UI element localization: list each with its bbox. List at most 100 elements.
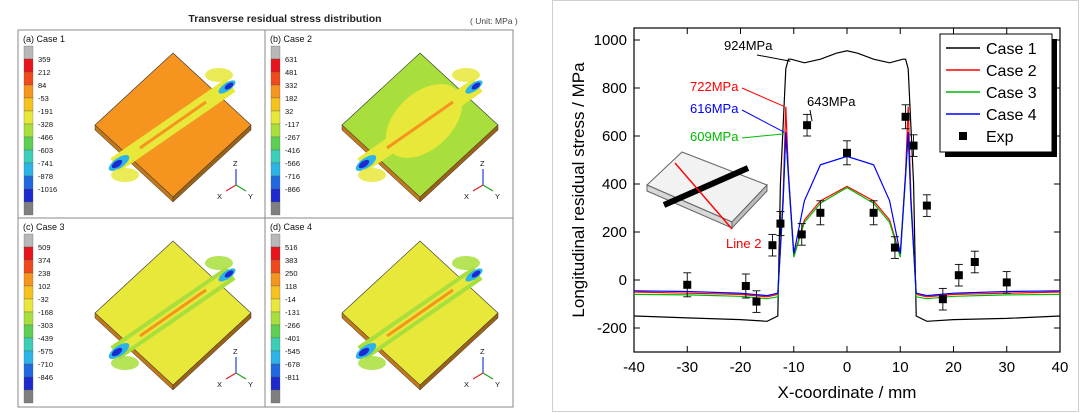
colorbar-swatch xyxy=(270,363,281,378)
weld-hot xyxy=(139,288,207,338)
stress-panel: (d) Case 4 516 383 250 118 -14 -131 -266 -401 -54… xyxy=(270,222,500,404)
colorbar-swatch xyxy=(270,337,281,352)
colorbar-tick: 118 xyxy=(285,282,297,291)
exp-point xyxy=(890,243,899,252)
y-tick-label: 400 xyxy=(602,176,627,193)
colorbar-tick: 383 xyxy=(285,256,298,265)
y-tick-label: 200 xyxy=(602,224,627,241)
exp-point xyxy=(741,282,750,290)
plate-side xyxy=(419,312,499,391)
colorbar-swatch xyxy=(270,350,281,365)
colorbar-swatch xyxy=(270,110,281,125)
legend-label: Case 4 xyxy=(986,107,1037,124)
colorbar-swatch xyxy=(270,58,281,73)
exp-point xyxy=(797,230,806,239)
colorbar-tick: -14 xyxy=(285,295,296,304)
side-lobe xyxy=(205,68,233,82)
annot-924: 924MPa xyxy=(724,38,773,53)
y-axis-label: Y xyxy=(495,192,500,201)
colorbar-tick: -191 xyxy=(38,107,53,116)
exp-point xyxy=(843,148,851,157)
annot-722: 722MPa xyxy=(690,79,739,94)
colorbar-swatch xyxy=(23,136,34,151)
legend-swatch xyxy=(959,132,967,140)
annot-609: 609MPa xyxy=(690,129,739,144)
colorbar-swatch xyxy=(270,201,281,216)
side-lobe xyxy=(358,168,386,182)
legend-label: Case 1 xyxy=(986,41,1037,58)
colorbar-swatch xyxy=(270,123,281,138)
x-axis xyxy=(472,372,484,380)
y-axis xyxy=(235,184,247,192)
colorbar-swatch xyxy=(270,376,281,391)
colorbar-swatch xyxy=(270,272,281,287)
x-tick-label: -20 xyxy=(730,359,752,376)
colorbar-tick: 332 xyxy=(285,81,298,90)
side-lobe xyxy=(111,356,139,370)
plate-inset xyxy=(646,151,768,230)
y-tick-label: 600 xyxy=(602,128,627,145)
colorbar-tick: 84 xyxy=(38,81,46,90)
legend-label: Case 2 xyxy=(986,63,1037,80)
colorbar-tick: 238 xyxy=(38,269,51,278)
side-lobe xyxy=(111,168,139,182)
colorbar-tick: 102 xyxy=(38,282,51,291)
panel-label: (b) Case 2 xyxy=(270,34,312,44)
y-axis-label: Y xyxy=(495,380,500,389)
colorbar-tick: -401 xyxy=(285,334,300,343)
weld-hot xyxy=(139,100,207,150)
colorbar-swatch xyxy=(23,272,34,287)
legend: Case 1 Case 2 Case 3 Case 4 Exp xyxy=(939,33,1057,157)
colorbar-swatch xyxy=(270,324,281,339)
colorbar-tick: -303 xyxy=(38,321,53,330)
y-axis-title: Longitudinal residual stress / MPa xyxy=(569,62,588,318)
unit-label: ( Unit: MPa ) xyxy=(470,16,518,26)
y-tick-label: -200 xyxy=(597,320,627,337)
colorbar-swatch xyxy=(270,298,281,313)
end-zone xyxy=(224,82,234,90)
colorbar-tick: -566 xyxy=(285,159,300,168)
plate-side xyxy=(172,312,252,391)
colorbar-tick: -266 xyxy=(285,321,300,330)
exp-point xyxy=(803,121,812,130)
side-lobe xyxy=(358,356,386,370)
colorbar-swatch xyxy=(270,71,281,86)
colorbar-swatch xyxy=(23,110,34,125)
left-figure-title: Transverse residual stress distribution xyxy=(188,13,381,25)
colorbar-swatch xyxy=(270,149,281,164)
colorbar-swatch xyxy=(270,162,281,177)
colorbar-swatch xyxy=(270,97,281,112)
z-axis-label: Z xyxy=(233,347,238,356)
exp-point xyxy=(938,295,947,304)
x-tick-label: 0 xyxy=(843,359,851,376)
x-axis-title: X-coordinate / mm xyxy=(778,383,917,402)
colorbar-tick: 32 xyxy=(285,107,293,116)
series-line-case-1 xyxy=(633,50,1061,322)
x-tick-label: -40 xyxy=(623,359,645,376)
colorbar-swatch xyxy=(23,188,34,203)
y-axis-label: Y xyxy=(248,192,253,201)
colorbar-swatch xyxy=(23,259,34,274)
colorbar-tick: 359 xyxy=(38,55,51,64)
x-axis xyxy=(225,184,237,192)
x-tick-label: 30 xyxy=(998,359,1015,376)
x-axis-label: X xyxy=(217,192,222,201)
end-zone xyxy=(111,159,123,169)
colorbar-tick: 374 xyxy=(38,256,51,265)
exp-point xyxy=(869,208,878,217)
exp-point xyxy=(768,241,777,250)
exp-point xyxy=(776,219,785,228)
colorbar-swatch xyxy=(270,84,281,99)
colorbar-swatch xyxy=(270,285,281,300)
colorbar-swatch xyxy=(270,45,281,60)
exp-point xyxy=(909,141,918,150)
x-axis-label: X xyxy=(217,380,222,389)
plate-side xyxy=(172,124,252,203)
x-axis-label: X xyxy=(464,380,469,389)
colorbar-swatch xyxy=(23,162,34,177)
colorbar-swatch xyxy=(270,389,281,404)
exp-point xyxy=(954,271,963,280)
z-axis-label: Z xyxy=(480,347,485,356)
exp-point xyxy=(970,258,979,266)
exp-point xyxy=(1002,278,1011,287)
